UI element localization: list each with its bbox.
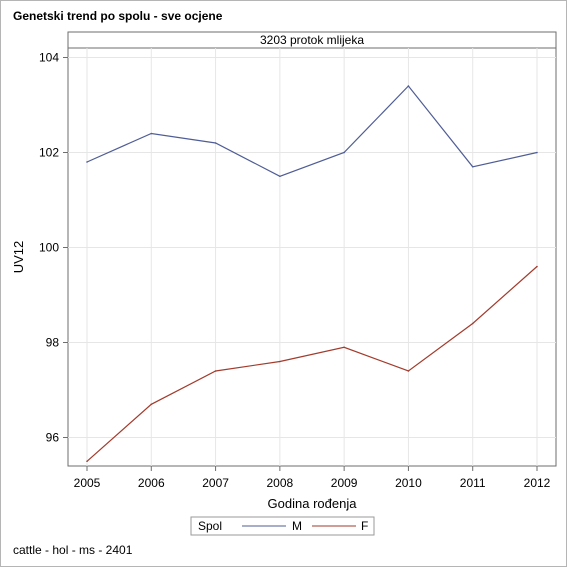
grid-lines	[68, 48, 556, 466]
data-point-m	[536, 151, 538, 154]
data-point-m	[471, 165, 474, 168]
x-tick-label: 2010	[395, 476, 422, 490]
data-point-m	[150, 132, 153, 135]
panel-label: 3203 protok mlijeka	[260, 33, 364, 47]
data-point-m	[343, 151, 345, 154]
data-point-f	[214, 370, 217, 372]
data-point-f	[150, 403, 153, 406]
y-tick-label: 102	[39, 146, 59, 160]
legend-label-f: F	[361, 519, 368, 533]
footnote: cattle - hol - ms - 2401	[13, 543, 133, 557]
legend-label-m: M	[292, 519, 302, 533]
series-lines	[86, 85, 538, 463]
x-tick-label: 2012	[524, 476, 551, 490]
axes: 2005 2006 2007 2008 2009 2010 2011 2012 96 98 100 1…	[39, 51, 551, 491]
data-point-f	[536, 265, 538, 268]
series-line-m	[86, 85, 538, 177]
data-point-m	[279, 175, 281, 178]
y-tick-label: 100	[39, 241, 59, 255]
x-tick-label: 2006	[138, 476, 165, 490]
data-point-m	[86, 161, 88, 163]
legend-title: Spol	[198, 519, 222, 533]
data-point-f	[86, 460, 88, 463]
y-axis-title: UV12	[11, 241, 26, 274]
data-point-m	[214, 142, 217, 144]
series-line-f	[86, 266, 538, 462]
y-tick-label: 98	[46, 336, 60, 350]
x-axis-title: Godina rođenja	[268, 496, 358, 511]
data-point-m	[407, 85, 410, 87]
data-point-f	[471, 322, 474, 325]
y-tick-label: 104	[39, 51, 59, 65]
plot-area	[67, 47, 557, 467]
x-tick-label: 2011	[460, 476, 486, 490]
x-tick-label: 2007	[202, 476, 229, 490]
y-tick-label: 96	[46, 431, 60, 445]
x-tick-label: 2008	[267, 476, 294, 490]
x-tick-label: 2009	[331, 476, 358, 490]
data-point-f	[343, 346, 345, 349]
x-tick-label: 2005	[74, 476, 101, 490]
data-point-f	[279, 360, 281, 363]
data-point-f	[407, 370, 410, 372]
panel-header	[67, 31, 557, 49]
chart-title: Genetski trend po spolu - sve ocjene	[13, 9, 223, 23]
legend: Spol M F	[190, 516, 375, 536]
